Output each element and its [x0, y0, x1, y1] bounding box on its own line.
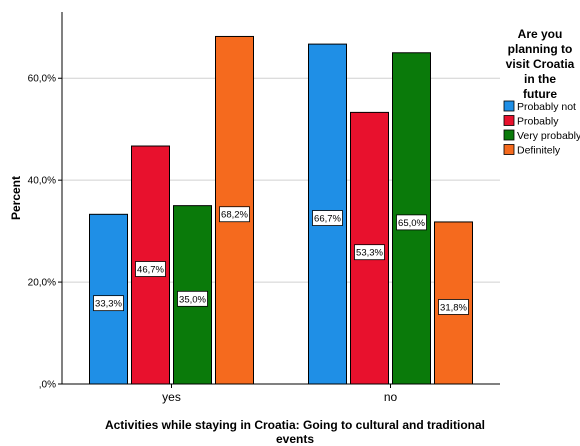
data-label-text: 68,2% — [221, 210, 248, 221]
x-tick-labels: yes no — [162, 384, 397, 404]
legend-title-line: Are you — [518, 27, 563, 41]
y-tick-label: ,0% — [39, 380, 56, 391]
legend-title-line: visit Croatia — [506, 57, 575, 71]
data-label: 65,0% — [396, 214, 427, 231]
data-labels: 33,3% 46,7% 35,0% 68,2% 66,7% 53,3% 65,0% 31,8% — [93, 206, 469, 315]
data-label-box — [354, 244, 385, 261]
data-label-text: 65,0% — [398, 218, 425, 229]
legend-swatch-probably — [503, 115, 515, 126]
legend-label: Probably — [517, 116, 559, 128]
data-label-text: 35,0% — [179, 294, 206, 305]
data-label: 46,7% — [135, 261, 166, 277]
data-label-text: 33,3% — [95, 299, 122, 310]
y-axis-title: Percent — [9, 176, 23, 220]
data-label-box — [438, 299, 469, 315]
y-tick-label: 40,0% — [28, 176, 56, 187]
axes — [61, 12, 500, 385]
data-label-text: 31,8% — [440, 302, 467, 313]
y-tick-labels: ,0% 20,0% 40,0% 60,0% — [28, 74, 62, 391]
y-tick-label: 20,0% — [28, 278, 56, 289]
legend-label: Definitely — [517, 145, 561, 157]
data-label: 66,7% — [312, 210, 343, 226]
legend-title-line: future — [523, 87, 557, 101]
legend-label: Very probably — [517, 130, 580, 142]
data-label-text: 66,7% — [314, 214, 341, 225]
legend-swatch-probably-not — [503, 100, 515, 112]
data-label-text: 46,7% — [137, 265, 164, 276]
data-label: 33,3% — [93, 295, 124, 312]
data-label: 53,3% — [354, 244, 385, 261]
y-tick-label: 60,0% — [28, 74, 56, 85]
data-label-text: 53,3% — [356, 248, 383, 259]
x-axis-title-line: events — [276, 432, 314, 446]
legend-title-line: in the — [524, 72, 556, 86]
data-label-box — [396, 214, 427, 231]
data-label-box — [93, 295, 124, 312]
x-tick-label: yes — [162, 390, 181, 404]
legend-title-line: planning to — [508, 42, 573, 56]
data-label-box — [135, 261, 166, 277]
data-label-box — [219, 206, 250, 223]
x-axis-title: Activities while staying in Croatia: Goi… — [105, 418, 485, 446]
data-label: 35,0% — [177, 290, 208, 307]
bars — [89, 35, 473, 385]
x-axis-title-line: Activities while staying in Croatia: Goi… — [105, 418, 485, 432]
data-label-box — [177, 290, 208, 307]
data-label: 31,8% — [438, 299, 469, 315]
data-label: 68,2% — [219, 206, 250, 223]
legend-swatch-definitely — [503, 144, 515, 155]
data-label-box — [312, 210, 343, 226]
legend-label: Probably not — [517, 101, 576, 113]
x-tick-label: no — [384, 390, 398, 404]
legend-swatch-very-probably — [503, 129, 515, 141]
